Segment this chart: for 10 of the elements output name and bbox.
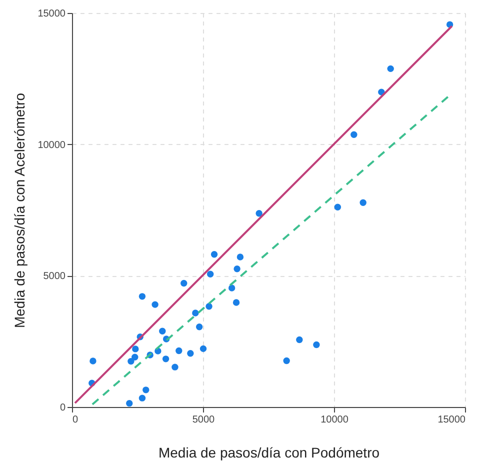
y-axis-title: Media de pasos/día con Acelerómetro: [12, 92, 28, 328]
y-tick-label: 0: [60, 402, 66, 414]
x-tick-label: 0: [72, 414, 78, 426]
x-tick-label: 5000: [192, 414, 216, 426]
y-tick-label: 10000: [38, 140, 66, 151]
x-axis-title: Media de pasos/día con Podómetro: [158, 444, 380, 460]
x-tick-label: 10000: [320, 414, 349, 426]
y-tick-label: 5000: [43, 271, 66, 282]
x-tick-label: 15000: [438, 414, 466, 426]
y-tick-label: 15000: [38, 8, 66, 20]
